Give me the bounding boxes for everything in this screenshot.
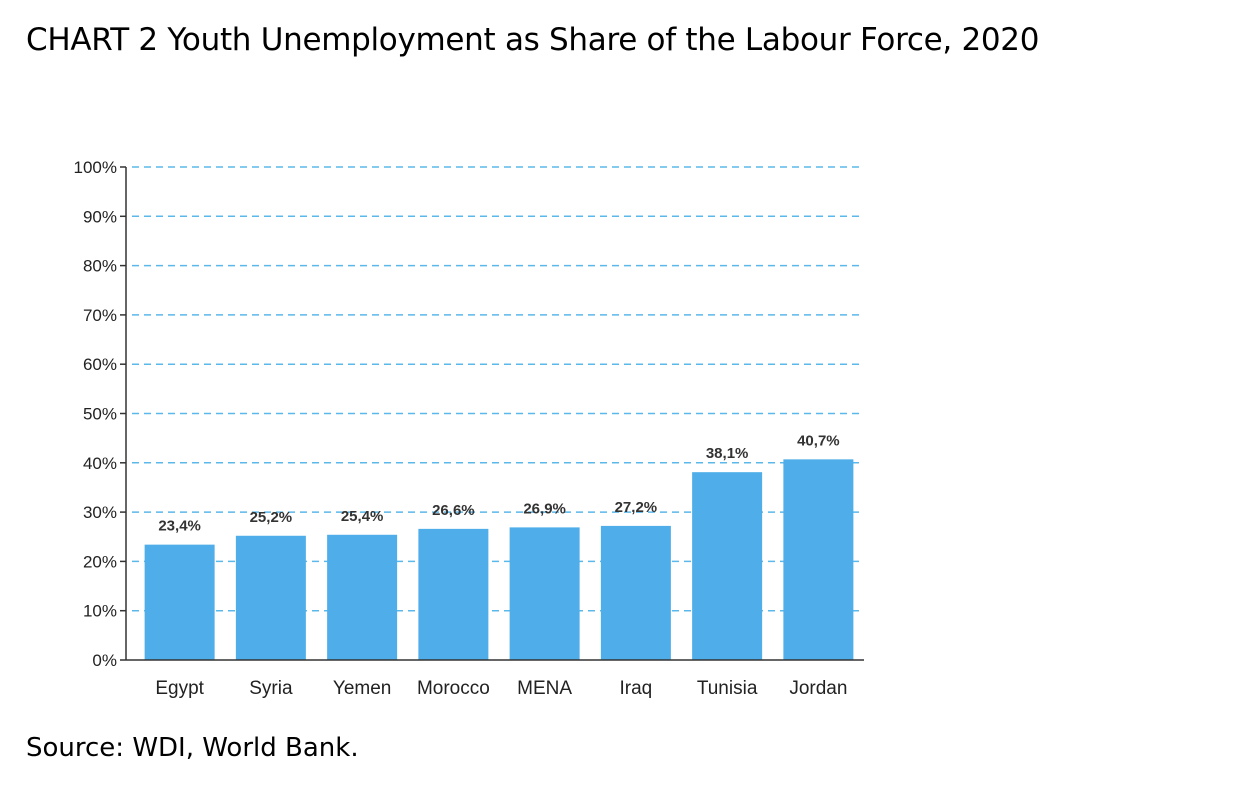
bars	[144, 459, 854, 660]
axes	[120, 166, 864, 661]
data-label: 38,1%	[706, 445, 749, 462]
source-note: Source: WDI, World Bank.	[26, 733, 359, 763]
bar-jordan	[783, 459, 854, 660]
y-tick-label: 30%	[83, 503, 117, 522]
data-label: 26,9%	[523, 500, 566, 517]
bar-yemen	[327, 534, 398, 660]
y-tick-label: 10%	[83, 602, 117, 621]
bar-egypt	[144, 544, 215, 660]
x-tick-label: Morocco	[417, 678, 490, 699]
x-tick-label: Egypt	[155, 678, 204, 699]
bar-tunisia	[692, 472, 763, 660]
data-label: 25,2%	[250, 509, 293, 526]
x-tick-label: Yemen	[333, 678, 391, 699]
x-tick-label: MENA	[517, 678, 572, 699]
data-label: 25,4%	[341, 508, 384, 525]
data-label: 26,6%	[432, 502, 475, 519]
data-label: 23,4%	[158, 518, 201, 535]
labels: 0% 10% 20% 30% 40% 50% 60% 70% 80% 90% 100% 23,4% Eg…	[74, 158, 848, 699]
bar-iraq	[600, 525, 671, 660]
x-tick-label: Jordan	[789, 678, 847, 699]
bar-mena	[509, 527, 580, 660]
y-tick-label: 70%	[83, 306, 117, 325]
chart-title: CHART 2 Youth Unemployment as Share of t…	[26, 22, 1040, 58]
y-tick-label: 60%	[83, 355, 117, 374]
y-tick-label: 90%	[83, 207, 117, 226]
x-tick-label: Iraq	[620, 678, 653, 699]
data-label: 40,7%	[797, 432, 840, 449]
data-label: 27,2%	[615, 499, 658, 516]
y-tick-label: 40%	[83, 454, 117, 473]
y-tick-label: 80%	[83, 257, 117, 276]
y-tick-label: 20%	[83, 552, 117, 571]
bar-morocco	[418, 528, 489, 660]
x-tick-label: Tunisia	[697, 678, 758, 699]
y-tick-label: 50%	[83, 405, 117, 424]
y-tick-label: 100%	[74, 158, 117, 177]
y-tick-label: 0%	[92, 651, 117, 670]
x-tick-label: Syria	[249, 678, 293, 699]
bar-syria	[235, 535, 306, 660]
